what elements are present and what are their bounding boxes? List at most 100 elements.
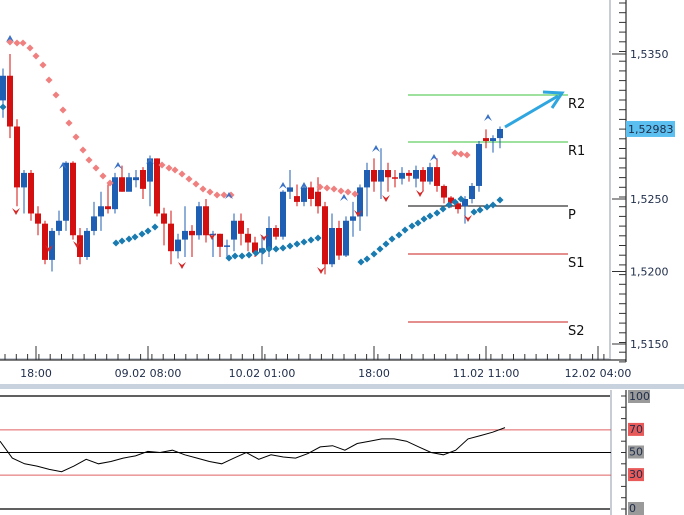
sar-dot xyxy=(185,175,193,183)
sar-dot xyxy=(99,172,107,180)
pivot-label-r2: R2 xyxy=(568,97,585,112)
sar-dot xyxy=(363,255,371,263)
candle-bear xyxy=(154,158,160,214)
osc-label-bg xyxy=(628,468,644,482)
candle-bull xyxy=(91,216,97,231)
candle-bear xyxy=(7,75,13,127)
candle-bull xyxy=(378,170,384,182)
candle-bull xyxy=(427,167,433,182)
sar-dot xyxy=(314,234,322,242)
candle-bear xyxy=(385,170,391,178)
sar-dot xyxy=(483,203,491,211)
sar-dot xyxy=(357,258,365,266)
sar-dot xyxy=(496,196,504,204)
candle-bear xyxy=(140,170,146,189)
candle-bull xyxy=(84,230,90,257)
oscillator-line xyxy=(0,427,506,473)
sar-dot xyxy=(131,233,139,241)
sar-dot xyxy=(286,242,294,250)
osc-axis-label: 30 xyxy=(629,468,643,481)
candle-bear xyxy=(168,223,174,252)
sar-dot xyxy=(65,119,73,127)
fractal-down-icon xyxy=(464,215,472,222)
fractal-up-icon xyxy=(114,162,122,169)
osc-label-bg xyxy=(628,445,644,459)
sar-dot xyxy=(330,185,338,193)
sar-dot xyxy=(92,164,100,172)
candle-bear xyxy=(238,220,244,234)
candle-bear xyxy=(455,203,461,210)
candles-group xyxy=(0,54,503,275)
sar-dot xyxy=(245,251,253,259)
candle-bull xyxy=(462,199,468,207)
sar-dot xyxy=(32,52,40,60)
time-axis-label: 09.02 08:00 xyxy=(115,367,182,380)
sar-dot xyxy=(165,164,173,172)
osc-label-bg xyxy=(628,502,644,515)
fractal-up-icon xyxy=(430,154,438,161)
sar-dot xyxy=(414,219,422,227)
sar-dot xyxy=(125,235,133,243)
sar-dot xyxy=(231,252,239,260)
fractal-up-icon xyxy=(279,182,287,189)
sar-dot xyxy=(451,198,459,206)
candle-bear xyxy=(35,213,41,224)
sar-dot xyxy=(433,209,441,217)
sar-dot xyxy=(388,235,396,243)
sar-dot xyxy=(39,61,47,69)
fractal-down-icon xyxy=(382,195,390,202)
sar-dot xyxy=(395,231,403,239)
time-axis-label: 10.02 01:00 xyxy=(229,367,296,380)
sar-dot xyxy=(279,244,287,252)
sar-dot xyxy=(408,222,416,230)
candle-bull xyxy=(0,75,6,101)
sar-dot xyxy=(316,183,324,191)
pivot-label-s2: S2 xyxy=(568,324,585,339)
sar-dot xyxy=(476,206,484,214)
sar-dot xyxy=(85,156,93,164)
sar-dot xyxy=(376,245,384,253)
candle-bear xyxy=(441,185,447,198)
sar-dot xyxy=(220,191,228,199)
sar-dot xyxy=(171,166,179,174)
candle-bear xyxy=(336,228,342,256)
fractal-down-icon xyxy=(12,208,20,215)
sar-dot xyxy=(489,201,497,209)
sar-dot xyxy=(439,205,447,213)
candle-bull xyxy=(210,233,216,236)
time-axis-label: 18:00 xyxy=(20,367,52,380)
candle-bull xyxy=(280,191,286,237)
fractal-up-icon xyxy=(225,192,233,199)
sar-dot xyxy=(457,195,465,203)
candle-bull xyxy=(56,220,62,231)
current-price-label: 1,52983 xyxy=(628,123,674,136)
osc-axis-label: 0 xyxy=(629,502,636,515)
candle-bull xyxy=(476,143,482,186)
pane-separator[interactable] xyxy=(0,384,684,389)
candle-bull xyxy=(490,138,496,141)
sar-dot xyxy=(252,249,260,257)
candle-bull xyxy=(497,128,503,139)
sar-dot xyxy=(79,146,87,154)
fractal-up-icon xyxy=(484,114,492,121)
sar-dot xyxy=(323,184,331,192)
candle-bull xyxy=(63,162,69,221)
sar-dot xyxy=(351,190,359,198)
sar-dot xyxy=(178,170,186,178)
candle-bull xyxy=(224,245,230,247)
sar-dot xyxy=(344,188,352,196)
sar-dot xyxy=(106,179,114,187)
candle-bull xyxy=(175,239,181,252)
sar-dot xyxy=(213,191,221,199)
sar-dot xyxy=(272,245,280,253)
sar-dot xyxy=(19,39,27,47)
candle-bull xyxy=(287,187,293,192)
candle-bull xyxy=(469,185,475,199)
candle-bear xyxy=(252,242,258,253)
osc-label-bg xyxy=(628,390,650,403)
sar-dot xyxy=(401,226,409,234)
sar-dot xyxy=(238,252,246,260)
candle-bear xyxy=(406,172,412,176)
candle-bear xyxy=(434,167,440,186)
